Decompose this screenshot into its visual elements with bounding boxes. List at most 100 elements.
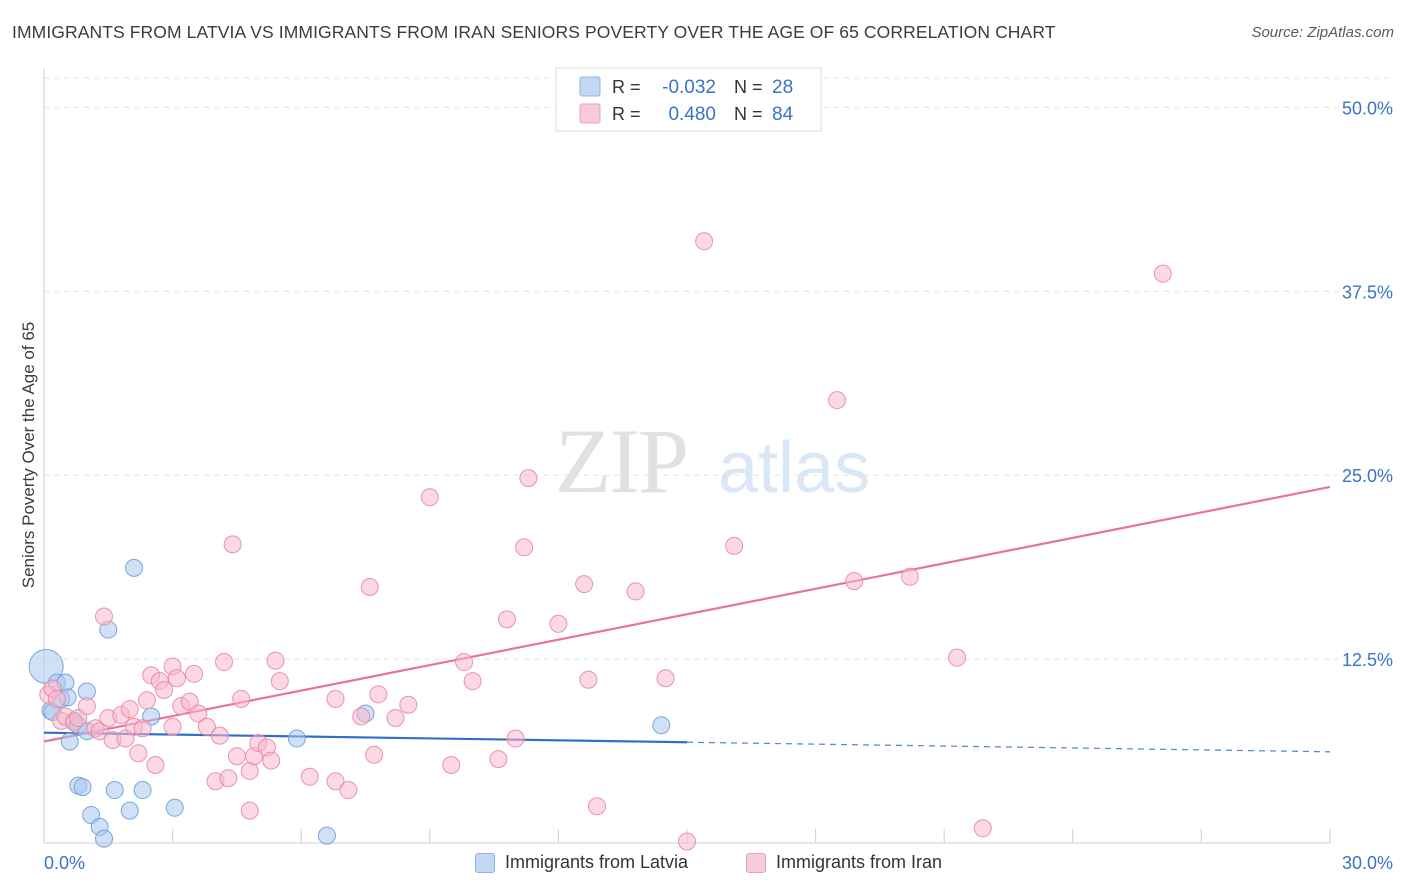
- point-series0-18: [105, 781, 124, 800]
- point-series1-76: [845, 572, 864, 591]
- point-series1-73: [695, 232, 714, 251]
- point-series1-52: [360, 578, 379, 597]
- point-series1-74: [725, 536, 744, 555]
- legend-n-value-iran: 84: [772, 104, 794, 125]
- legend-r-value-iran: 0.480: [668, 104, 716, 125]
- bottom-legend-label-iran: Immigrants from Iran: [776, 852, 943, 872]
- point-series1-80: [1153, 264, 1172, 283]
- point-series1-17: [129, 744, 148, 763]
- point-series1-58: [442, 756, 461, 775]
- point-series1-36: [223, 535, 242, 554]
- point-series1-49: [326, 689, 345, 708]
- x-tick-label-0: 0.0%: [44, 853, 85, 873]
- point-series1-23: [155, 681, 174, 699]
- point-series1-62: [497, 610, 516, 629]
- watermark-atlas: atlas: [718, 428, 870, 508]
- point-series1-61: [489, 750, 508, 769]
- point-series1-7: [77, 697, 96, 716]
- point-series1-67: [575, 575, 594, 594]
- point-series1-51: [352, 707, 371, 726]
- point-series0-24: [287, 729, 306, 748]
- point-series1-15: [120, 700, 139, 719]
- point-series1-60: [463, 672, 482, 691]
- point-series1-48: [326, 772, 345, 791]
- legend-swatch-iran: [579, 103, 601, 124]
- y-axis-label: Seniors Poverty Over the Age of 65: [19, 322, 38, 588]
- point-series1-75: [828, 391, 847, 410]
- point-series1-26: [167, 669, 186, 688]
- point-series1-71: [678, 832, 696, 851]
- legend-swatch-latvia: [579, 76, 601, 97]
- point-series0-20: [125, 558, 144, 577]
- point-series1-56: [399, 695, 418, 714]
- chart-title: IMMIGRANTS FROM LATVIA VS IMMIGRANTS FRO…: [12, 22, 1056, 42]
- point-series1-34: [215, 653, 234, 672]
- tick-labels: 12.5% 25.0% 37.5% 50.0% 0.0% 30.0%: [44, 98, 1393, 873]
- point-series1-29: [185, 664, 204, 683]
- point-series1-64: [515, 538, 534, 557]
- point-series1-31: [197, 717, 216, 736]
- legend-r-label-iran: R =: [612, 104, 641, 124]
- point-series1-35: [219, 769, 238, 788]
- point-series1-38: [232, 689, 251, 708]
- point-series1-79: [973, 819, 992, 838]
- point-series0-11: [73, 778, 92, 797]
- point-series1-10: [95, 607, 114, 626]
- point-series1-45: [266, 651, 285, 670]
- point-series1-44: [262, 751, 281, 770]
- point-series0-27: [652, 716, 671, 735]
- point-series1-70: [626, 582, 645, 601]
- point-series0-21: [133, 781, 152, 800]
- point-series1-54: [369, 685, 388, 704]
- trend-line-series1: [43, 485, 1331, 743]
- legend: R = -0.032 N = 28 R = 0.480 N = 84: [555, 67, 822, 132]
- point-series1-55: [386, 708, 405, 727]
- point-series1-19: [137, 691, 156, 710]
- point-series1-18: [133, 719, 152, 738]
- legend-r-value-latvia: -0.032: [662, 77, 716, 98]
- y-tick-label-1: 25.0%: [1342, 466, 1393, 486]
- point-series1-78: [948, 648, 967, 667]
- legend-n-label-latvia: N =: [734, 77, 763, 97]
- point-series0-16: [95, 829, 114, 848]
- point-series1-68: [579, 670, 598, 689]
- point-series1-59: [455, 653, 474, 672]
- trend-line-extension-series0: [686, 741, 1331, 753]
- point-series1-37: [227, 747, 246, 766]
- point-series1-63: [506, 729, 525, 748]
- scatter-points: [28, 232, 1172, 851]
- point-series1-2: [47, 689, 66, 708]
- point-series0-19: [120, 801, 139, 820]
- point-series0-25: [317, 826, 336, 845]
- chart-source: Source: ZipAtlas.com: [1251, 24, 1394, 41]
- point-series1-57: [420, 488, 439, 507]
- x-tick-label-1: 30.0%: [1342, 853, 1393, 873]
- point-series1-30: [189, 704, 208, 723]
- watermark: ZIP atlas: [555, 410, 870, 512]
- point-series1-69: [587, 797, 606, 816]
- axes: [43, 68, 1331, 844]
- bottom-legend-swatch-latvia: [475, 852, 495, 873]
- bottom-legend-swatch-iran: [746, 852, 766, 873]
- point-series1-72: [656, 669, 675, 688]
- legend-n-value-latvia: 28: [772, 77, 793, 98]
- trend-line-series0: [43, 731, 688, 744]
- bottom-legend-item-iran: Immigrants from Iran: [746, 852, 942, 873]
- y-tick-label-2: 37.5%: [1342, 282, 1393, 302]
- legend-r-label-latvia: R =: [612, 77, 641, 97]
- point-series1-65: [519, 469, 538, 488]
- point-series1-46: [270, 672, 289, 691]
- point-series1-50: [339, 781, 358, 800]
- point-series0-7: [60, 732, 79, 751]
- point-series1-21: [146, 756, 165, 775]
- point-series1-66: [549, 614, 568, 633]
- point-series1-33: [210, 726, 229, 745]
- point-series1-53: [365, 745, 384, 764]
- y-tick-label-3: 50.0%: [1342, 98, 1393, 118]
- bottom-legend-item-latvia: Immigrants from Latvia: [475, 852, 688, 873]
- point-series1-25: [163, 717, 182, 736]
- point-series1-9: [90, 722, 109, 741]
- trend-lines: [43, 485, 1331, 753]
- point-series1-77: [900, 567, 919, 586]
